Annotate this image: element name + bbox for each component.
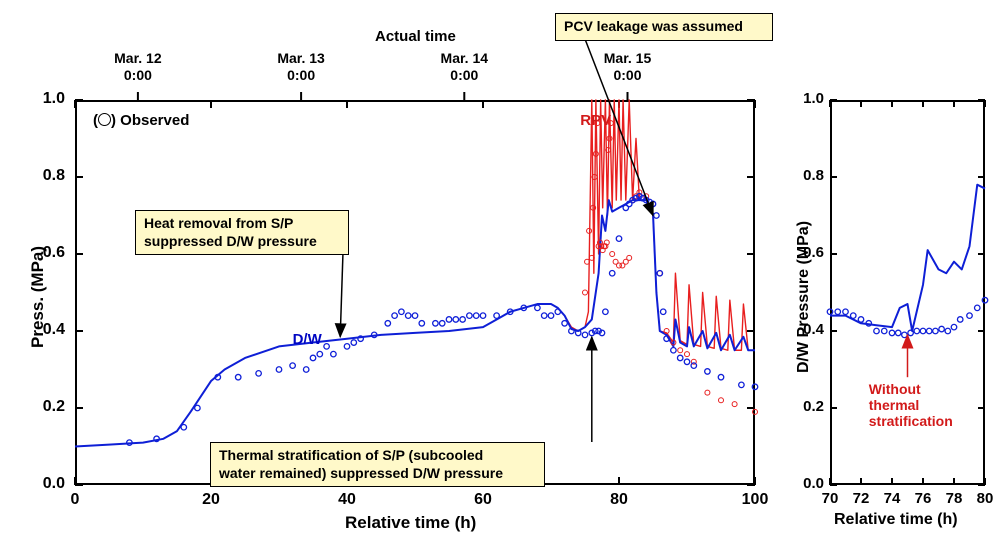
top-axis-title-text: Actual time bbox=[375, 28, 456, 45]
tick-label: 72 bbox=[853, 490, 870, 507]
series-label-dw-text: D/W bbox=[293, 331, 322, 348]
tick-label: 0.4 bbox=[803, 321, 824, 338]
main-plot-area bbox=[75, 100, 755, 485]
callout-pcv-leakage: PCV leakage was assumed bbox=[555, 13, 773, 41]
callout-heat-text1: Heat removal from S/P bbox=[144, 215, 293, 231]
tick-label: 40 bbox=[338, 491, 356, 509]
callout-thermal-text1: Thermal stratification of S/P (subcooled bbox=[219, 447, 483, 463]
tick-label: 0.8 bbox=[803, 167, 824, 184]
series-label-rpv: RPV bbox=[580, 112, 611, 129]
legend-observed: () Observed bbox=[93, 112, 189, 129]
tick-label: 0.6 bbox=[803, 244, 824, 261]
main-x-label-text: Relative time (h) bbox=[345, 513, 476, 532]
tick-label: 0 bbox=[71, 491, 80, 509]
side-annot-line1: Without bbox=[869, 381, 921, 397]
tick-label: 0:00 bbox=[613, 67, 641, 83]
tick-label: 100 bbox=[742, 491, 769, 509]
callout-thermal-stratification: Thermal stratification of S/P (subcooled… bbox=[210, 442, 545, 487]
top-axis-title: Actual time bbox=[375, 28, 456, 45]
tick-label: 0.0 bbox=[43, 475, 65, 493]
side-annotation-without: Without thermal stratification bbox=[869, 381, 953, 429]
callout-thermal-text2: water remained) suppressed D/W pressure bbox=[219, 465, 503, 481]
tick-label: 0:00 bbox=[450, 67, 478, 83]
tick-label: 74 bbox=[884, 490, 901, 507]
tick-label: 70 bbox=[822, 490, 839, 507]
callout-heat-removal: Heat removal from S/P suppressed D/W pre… bbox=[135, 210, 349, 255]
series-label-rpv-text: RPV bbox=[580, 112, 611, 129]
tick-label: 80 bbox=[977, 490, 994, 507]
tick-label: 78 bbox=[946, 490, 963, 507]
side-x-axis-label: Relative time (h) bbox=[834, 511, 958, 529]
side-annot-line3: stratification bbox=[869, 413, 953, 429]
callout-heat-text2: suppressed D/W pressure bbox=[144, 233, 317, 249]
series-label-dw: D/W bbox=[293, 331, 322, 348]
tick-label: 0.2 bbox=[43, 398, 65, 416]
tick-label: 76 bbox=[915, 490, 932, 507]
side-annot-line2: thermal bbox=[869, 397, 920, 413]
tick-label: 80 bbox=[610, 491, 628, 509]
tick-label: 0:00 bbox=[124, 67, 152, 83]
tick-label: 0.6 bbox=[43, 244, 65, 262]
main-x-axis-label: Relative time (h) bbox=[345, 513, 476, 533]
tick-label: 0:00 bbox=[287, 67, 315, 83]
tick-label: 0.8 bbox=[43, 167, 65, 185]
tick-label: 0.2 bbox=[803, 398, 824, 415]
tick-label: 60 bbox=[474, 491, 492, 509]
tick-label: Mar. 12 bbox=[114, 50, 161, 66]
tick-label: 1.0 bbox=[803, 90, 824, 107]
tick-label: Mar. 14 bbox=[441, 50, 488, 66]
tick-label: Mar. 13 bbox=[277, 50, 324, 66]
tick-label: 0.4 bbox=[43, 321, 65, 339]
tick-label: 20 bbox=[202, 491, 220, 509]
side-x-label-text: Relative time (h) bbox=[834, 511, 958, 528]
legend-observed-text: Observed bbox=[120, 112, 189, 129]
tick-label: Mar. 15 bbox=[604, 50, 651, 66]
callout-pcv-text: PCV leakage was assumed bbox=[564, 18, 743, 34]
tick-label: 1.0 bbox=[43, 90, 65, 108]
